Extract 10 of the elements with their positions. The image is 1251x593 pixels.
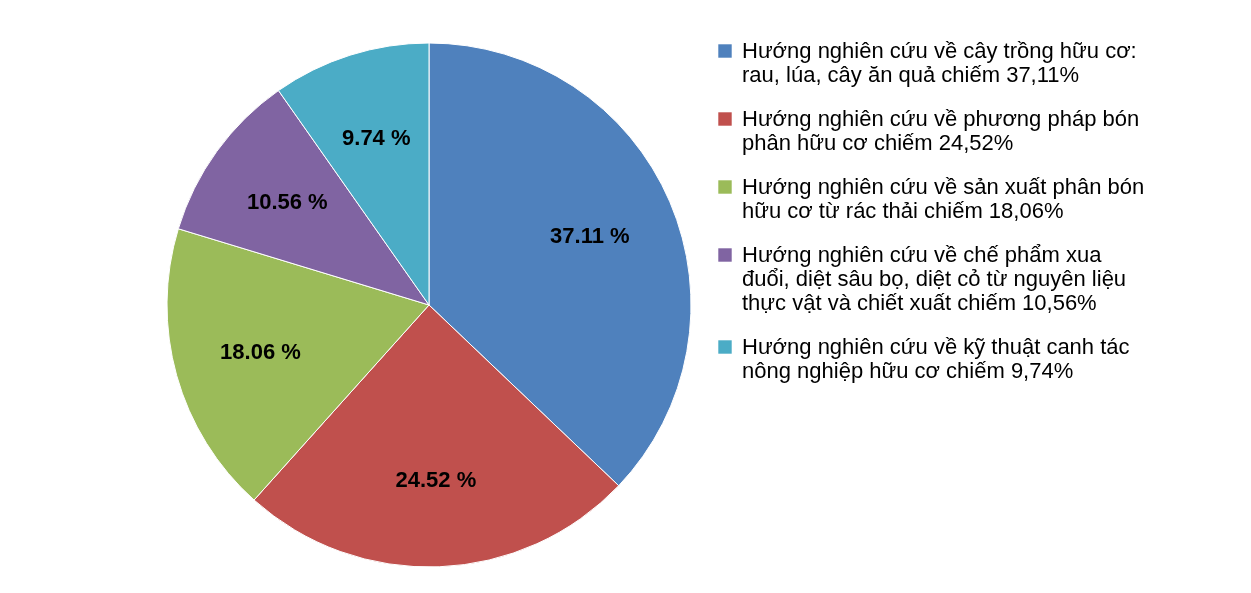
data-label: 18.06 % <box>220 339 301 365</box>
legend-label: Hướng nghiên cứu về sản xuất phân bón hữu cơ từ rác thải chiếm 18,06% <box>742 174 1145 223</box>
data-label: 24.52 % <box>395 466 477 492</box>
data-label: 37.11 % <box>550 223 630 249</box>
legend-label: Hướng nghiên cứu về phương pháp bón phân hữu cơ chiếm 24,52% <box>742 106 1140 155</box>
legend-label: Hướng nghiên cứu về chế phẩm xua đuổi, diệt sâu bọ, diệt cỏ từ nguyên liệu thực vật và chiết xuất chiếm 10,56% <box>742 242 1127 315</box>
legend-label: Hướng nghiên cứu về cây trồng hữu cơ: rau, lúa, cây ăn quả chiếm 37,11% <box>742 38 1137 87</box>
data-label: 10.56 % <box>246 189 328 215</box>
legend-label: Hướng nghiên cứu về kỹ thuật canh tác nông nghiệp hữu cơ chiếm 9,74% <box>742 334 1130 383</box>
data-label: 9.74 % <box>342 125 411 151</box>
